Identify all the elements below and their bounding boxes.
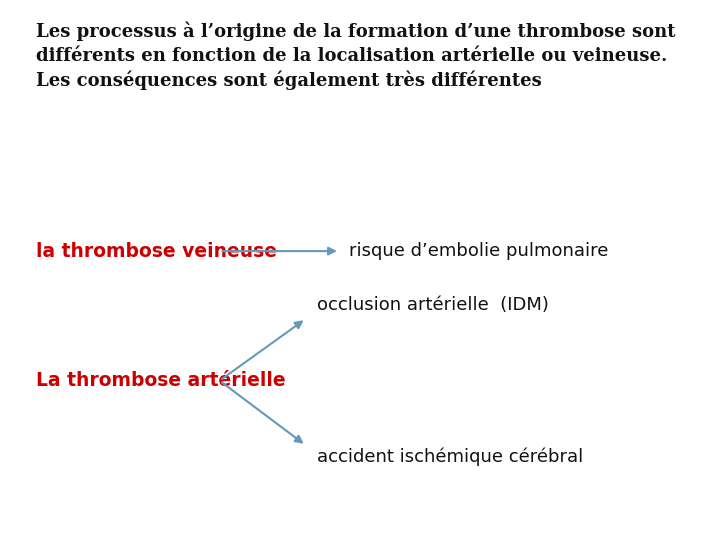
Text: La thrombose artérielle: La thrombose artérielle xyxy=(36,371,286,390)
Text: occlusion artérielle  (IDM): occlusion artérielle (IDM) xyxy=(317,296,549,314)
Text: accident ischémique cérébral: accident ischémique cérébral xyxy=(317,447,583,465)
Text: la thrombose veineuse: la thrombose veineuse xyxy=(36,241,277,261)
Text: risque d’embolie pulmonaire: risque d’embolie pulmonaire xyxy=(349,242,608,260)
Text: Les processus à l’origine de la formation d’une thrombose sont
différents en fon: Les processus à l’origine de la formatio… xyxy=(36,22,675,90)
